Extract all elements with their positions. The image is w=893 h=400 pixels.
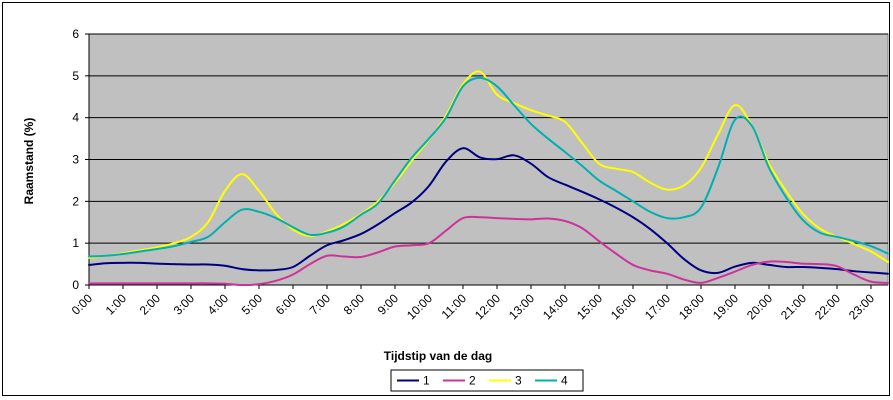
x-tick-label: 12:00	[472, 291, 503, 322]
x-tick-label: 3:00	[171, 291, 198, 318]
x-tick-label: 11:00	[439, 291, 470, 322]
x-tick-label: 5:00	[239, 291, 266, 318]
y-tick-label: 1	[72, 236, 79, 250]
y-tick-label: 5	[72, 69, 79, 83]
x-tick-label: 19:00	[710, 291, 741, 322]
x-tick-label: 20:00	[744, 291, 775, 322]
x-tick-label: 0:00	[69, 291, 96, 318]
x-tick-label: 9:00	[375, 291, 402, 318]
y-tick-label: 3	[72, 153, 79, 167]
series-line-4	[88, 76, 889, 258]
x-tick-label: 17:00	[642, 291, 673, 322]
y-axis-tick-labels: 0 1 2 3 4 5 6	[72, 27, 89, 292]
x-axis-title: Tijdstip van de dag	[384, 349, 492, 363]
x-axis-tick-labels: 0:00 1:00 2:00 3:00 4:00 5:00 6:00 7:00 8:00 9:00…	[69, 285, 877, 322]
legend-label: 2	[469, 374, 476, 388]
chart-frame: 0 1 2 3 4 5 6 0:00 1:00 2:00 3:00 4:00 5:00 6:00 7:00…	[2, 2, 890, 396]
x-tick-label: 10:00	[404, 291, 435, 322]
x-tick-label: 15:00	[574, 291, 605, 322]
x-tick-label: 14:00	[540, 291, 571, 322]
x-tick-label: 8:00	[341, 291, 368, 318]
legend: 1 2 3 4	[390, 369, 584, 392]
x-tick-label: 16:00	[608, 291, 639, 322]
y-axis-title: Raamstand (%)	[22, 118, 36, 205]
series-line-2	[88, 215, 889, 287]
series-line-1	[88, 147, 889, 275]
y-tick-label: 2	[72, 194, 79, 208]
x-tick-label: 23:00	[846, 291, 877, 322]
y-tick-label: 0	[72, 278, 79, 292]
y-tick-label: 6	[72, 27, 79, 41]
x-tick-label: 7:00	[307, 291, 334, 318]
plot-area	[88, 33, 889, 287]
legend-label: 1	[423, 374, 430, 388]
legend-label: 3	[515, 374, 522, 388]
x-tick-label: 2:00	[137, 291, 164, 318]
x-tick-label: 4:00	[205, 291, 232, 318]
legend-box	[390, 369, 584, 392]
y-tick-label: 4	[72, 111, 79, 125]
x-tick-label: 13:00	[506, 291, 537, 322]
line-chart: 0 1 2 3 4 5 6 0:00 1:00 2:00 3:00 4:00 5:00 6:00 7:00…	[22, 27, 889, 392]
legend-label: 4	[561, 374, 568, 388]
x-tick-label: 18:00	[676, 291, 707, 322]
x-tick-label: 22:00	[812, 291, 843, 322]
x-tick-label: 21:00	[778, 291, 809, 322]
x-tick-label: 6:00	[273, 291, 300, 318]
x-tick-label: 1:00	[103, 291, 130, 318]
